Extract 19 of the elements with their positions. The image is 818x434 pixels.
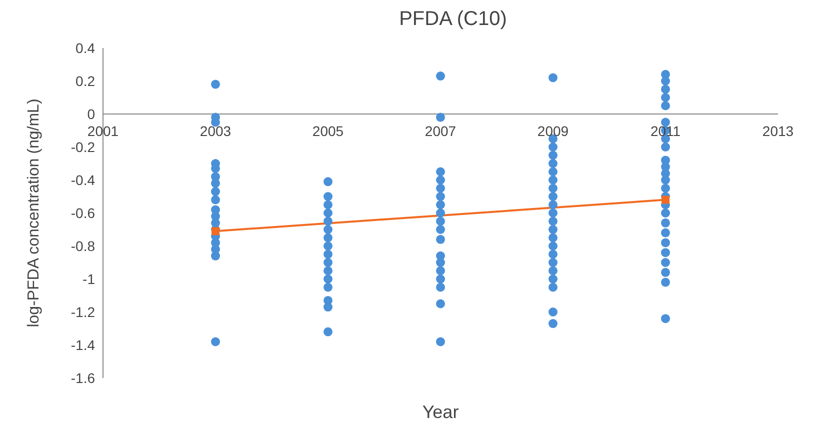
- x-tick-label: 2009: [537, 123, 569, 139]
- y-tick-label: -1.4: [70, 336, 96, 353]
- x-tick-label: 2013: [762, 123, 794, 139]
- y-tick-label: -1.6: [70, 370, 96, 386]
- chart-title: PFDA (C10): [398, 8, 508, 32]
- y-axis-title: log-PFDA concentration (ng/mL): [26, 98, 43, 328]
- y-tick-label: 0.2: [76, 72, 96, 89]
- x-tick-label: 2007: [424, 123, 456, 139]
- y-tick-label: 0.4: [76, 40, 96, 56]
- y-tick-label: -1.2: [70, 304, 96, 320]
- y-tick-label: -0.8: [70, 238, 96, 254]
- x-axis-title: Year: [422, 402, 459, 422]
- y-tick-label: 0: [87, 106, 96, 122]
- x-tick-label: 2005: [312, 123, 344, 139]
- y-tick-label: -0.6: [70, 204, 96, 221]
- x-tick-label: 2003: [200, 123, 232, 139]
- y-tick-label: -0.4: [70, 172, 96, 188]
- y-tick-label: -1: [82, 270, 96, 287]
- y-tick-label: -0.2: [70, 138, 96, 155]
